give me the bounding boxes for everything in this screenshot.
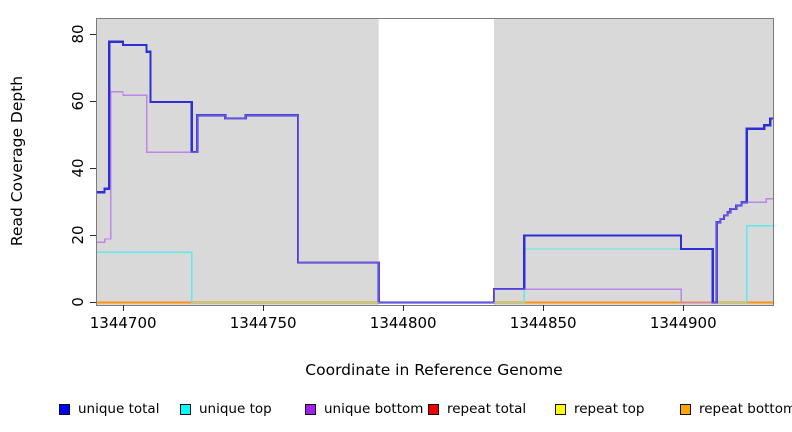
y-axis-tick-label: 60	[69, 91, 87, 111]
x-axis-title: Coordinate in Reference Genome	[305, 361, 563, 379]
y-axis-tick-label: 0	[69, 296, 87, 307]
x-axis-tick	[403, 305, 405, 311]
coverage-plot-canvas	[97, 19, 773, 305]
x-axis-tick-label: 1344700	[89, 314, 157, 332]
x-axis-tick-label: 1344850	[509, 314, 577, 332]
legend-item-unique-bottom: unique bottom	[305, 398, 423, 420]
x-axis-tick	[123, 305, 125, 311]
series-unique-top	[97, 224, 773, 304]
legend-swatch-icon	[180, 403, 191, 415]
x-axis-tick	[543, 305, 545, 311]
legend-swatch-icon	[555, 403, 566, 415]
y-axis-tick-label: 40	[69, 158, 87, 178]
y-axis-title: Read Coverage Depth	[8, 75, 26, 247]
legend-swatch-icon	[680, 403, 691, 415]
x-axis-tick	[683, 305, 685, 311]
plot-area	[96, 18, 774, 306]
no-data-gap-region	[378, 19, 495, 305]
legend-label: unique total	[78, 401, 160, 417]
series-unique-bottom-overlap-tint	[97, 91, 773, 304]
legend-swatch-icon	[305, 403, 316, 415]
legend-label: repeat bottom	[699, 401, 792, 417]
legend-label: unique top	[199, 401, 272, 417]
x-axis-tick-label: 1344800	[369, 314, 437, 332]
legend-label: unique bottom	[324, 401, 424, 417]
legend-label: repeat total	[447, 401, 527, 417]
x-axis-tick-label: 1344900	[649, 314, 717, 332]
y-axis-tick	[90, 100, 96, 102]
y-axis-tick-label: 80	[69, 24, 87, 44]
legend-swatch-icon	[428, 403, 439, 415]
legend: unique total unique top unique bottom repea…	[0, 398, 792, 422]
legend-label: repeat top	[574, 401, 645, 417]
legend-item-unique-total: unique total	[59, 398, 159, 420]
legend-item-repeat-top: repeat top	[555, 398, 644, 420]
y-axis-tick	[90, 301, 96, 303]
y-axis-tick	[90, 167, 96, 169]
y-axis-tick	[90, 234, 96, 236]
legend-item-repeat-bottom: repeat bottom	[680, 398, 792, 420]
legend-swatch-icon	[59, 403, 70, 415]
x-axis-tick	[263, 305, 265, 311]
legend-item-repeat-total: repeat total	[428, 398, 526, 420]
y-axis-tick	[90, 34, 96, 36]
series-unique-total	[97, 40, 773, 304]
y-axis-tick-label: 20	[69, 225, 87, 245]
x-axis-tick-label: 1344750	[229, 314, 297, 332]
legend-item-unique-top: unique top	[180, 398, 272, 420]
